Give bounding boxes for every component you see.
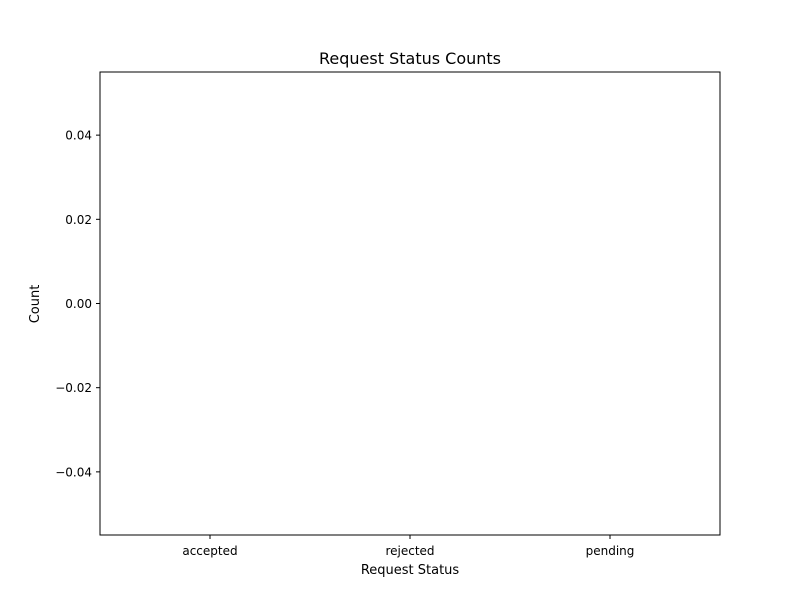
y-tick-label: 0.00: [65, 297, 92, 311]
y-axis-label: Count: [28, 285, 43, 324]
y-tick-label: −0.02: [55, 381, 92, 395]
y-axis-ticks: 0.04 0.02 0.00 −0.02 −0.04: [55, 129, 100, 479]
y-tick-label: 0.02: [65, 213, 92, 227]
x-tick-label: rejected: [385, 544, 434, 558]
x-tick-label: accepted: [182, 544, 237, 558]
x-tick-label: pending: [586, 544, 635, 558]
chart-title: Request Status Counts: [319, 49, 501, 68]
x-axis-ticks: accepted rejected pending: [182, 535, 634, 558]
y-tick-label: 0.04: [65, 129, 92, 143]
x-axis-label: Request Status: [361, 563, 460, 578]
y-tick-label: −0.04: [55, 465, 92, 479]
